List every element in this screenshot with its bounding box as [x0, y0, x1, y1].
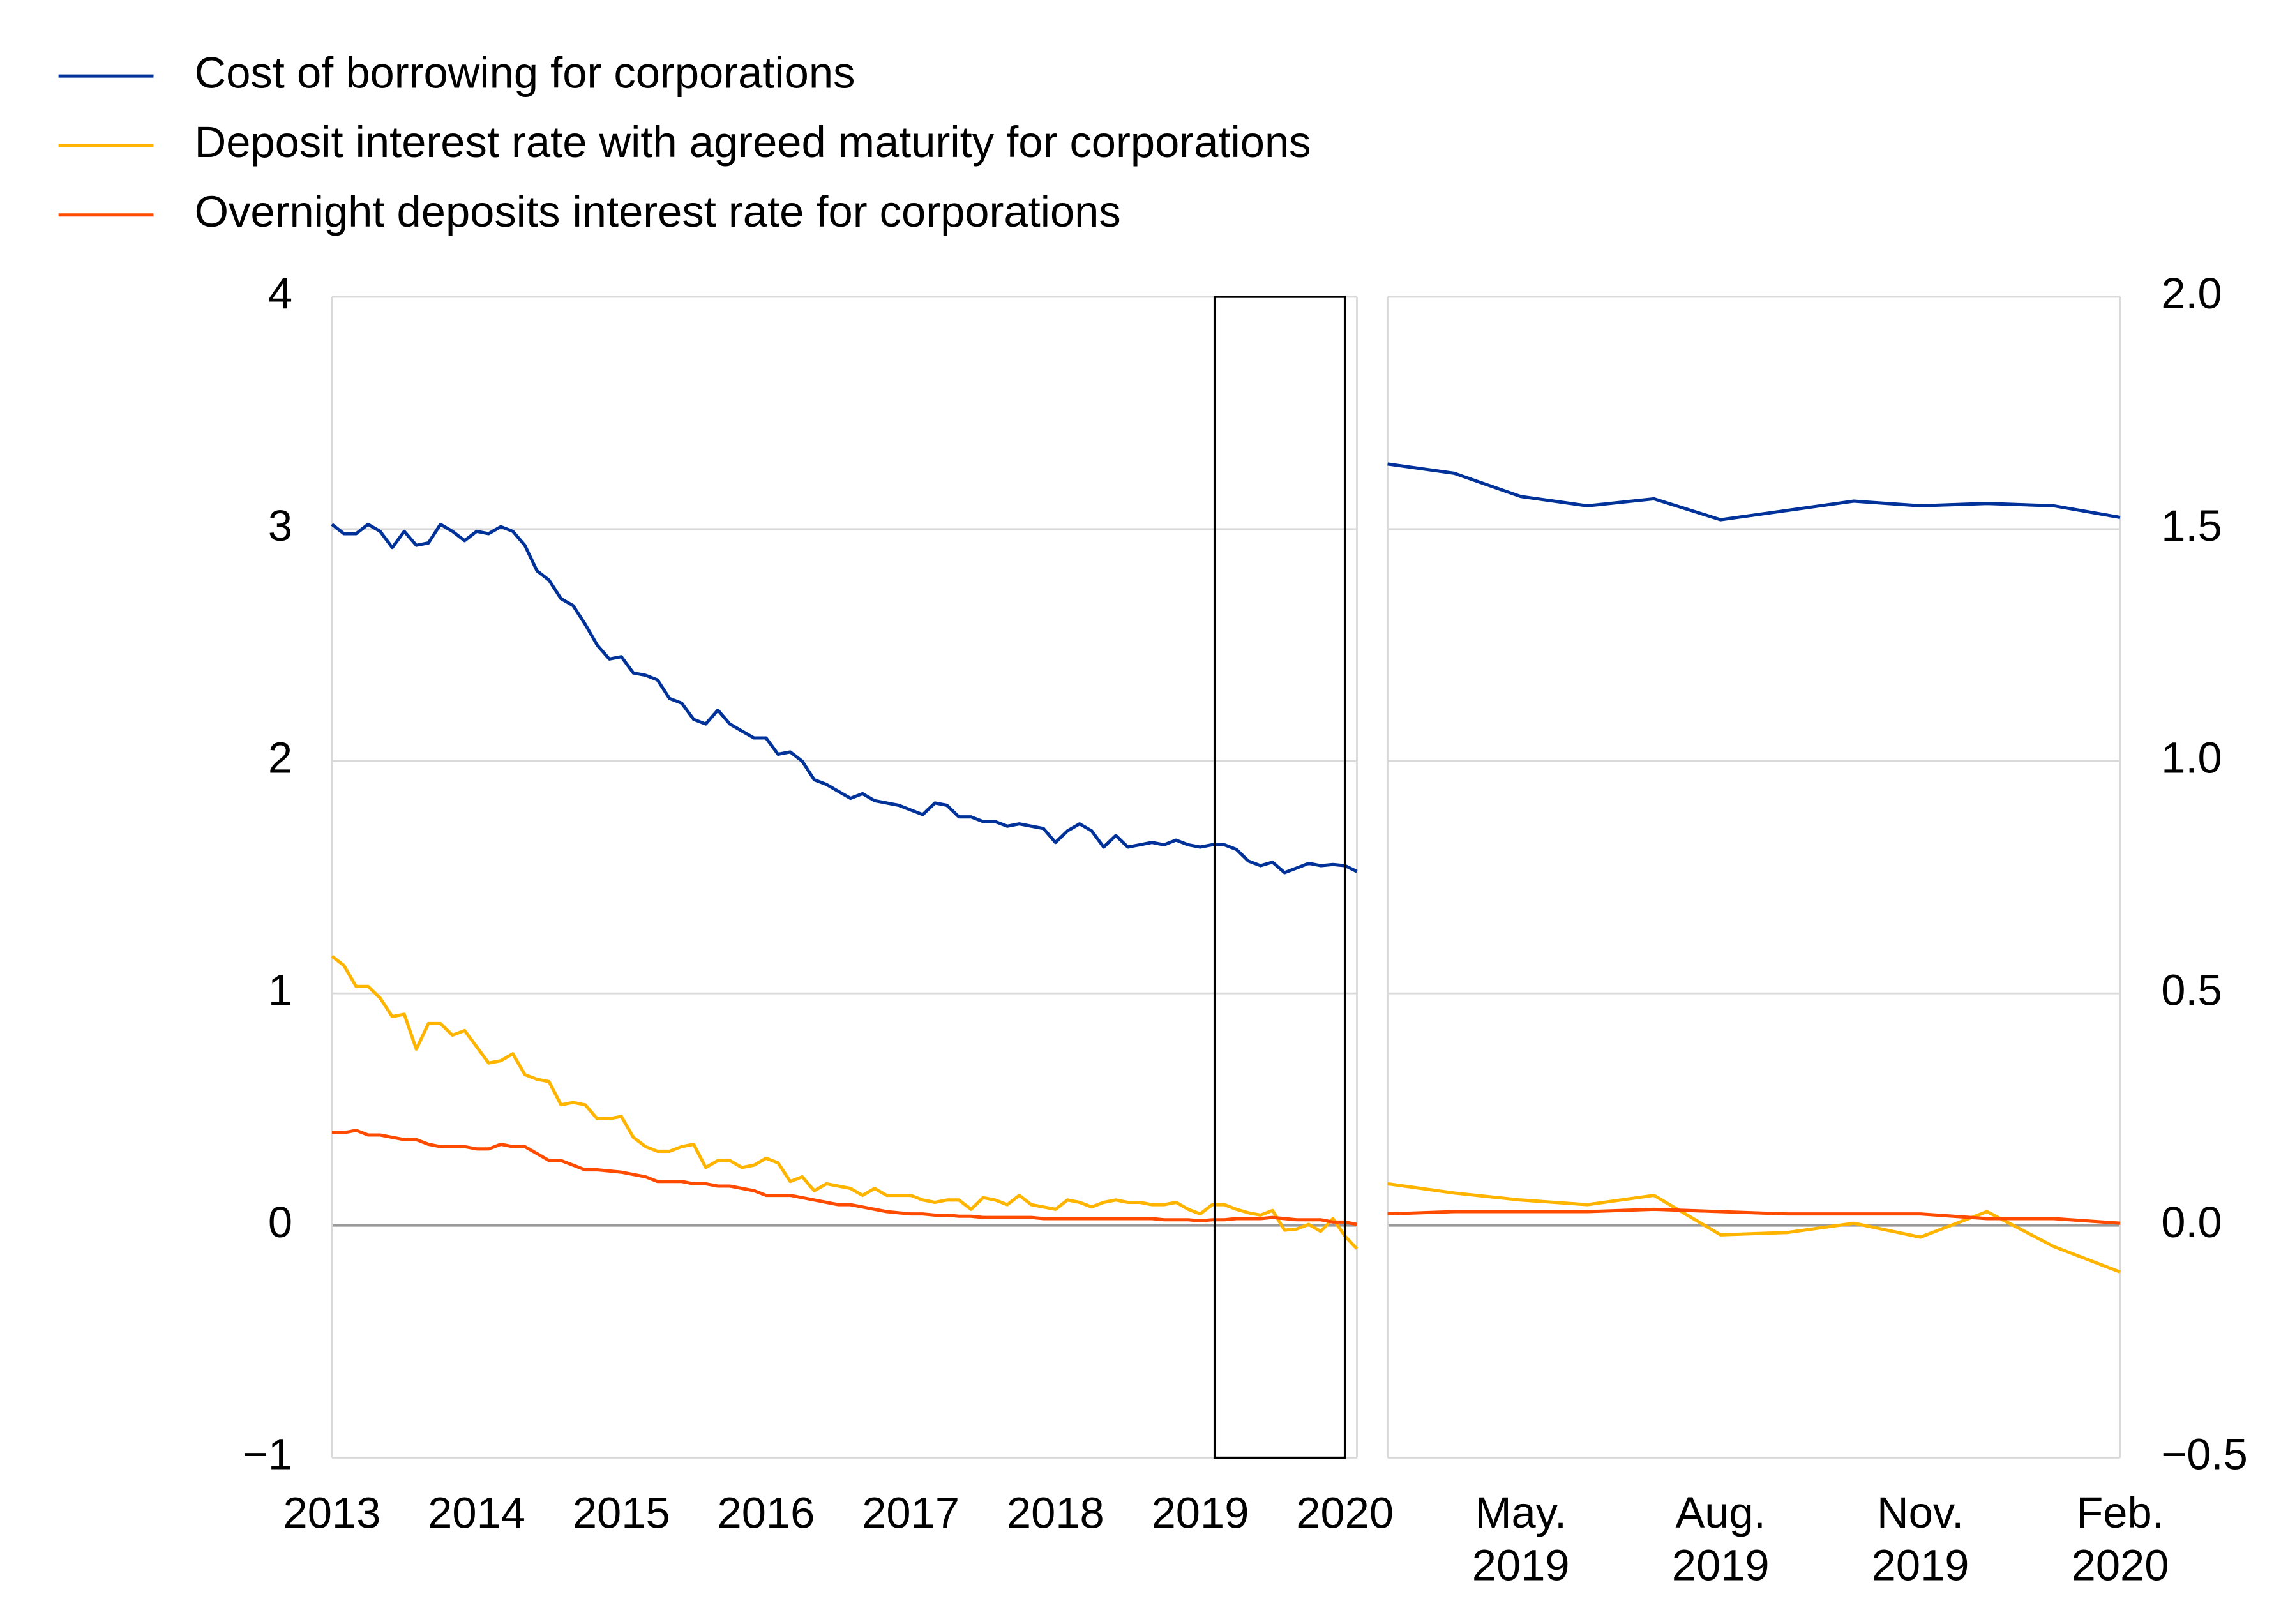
- series-line: [331, 522, 1358, 875]
- y-tick-label: 1: [268, 965, 292, 1014]
- y-tick-label: −1: [243, 1430, 292, 1479]
- x-tick-label: 2020: [1296, 1488, 1394, 1537]
- x-tick-label: 2015: [573, 1488, 670, 1537]
- y-tick-label: 0.5: [2161, 965, 2222, 1014]
- x-tick-label: 2013: [283, 1488, 380, 1537]
- series-line: [1387, 462, 2121, 522]
- x-tick-label: Aug. 2019: [1672, 1488, 1770, 1590]
- y-tick-label: 0.0: [2161, 1198, 2222, 1247]
- legend-label: Deposit interest rate with agreed maturi…: [195, 117, 1311, 167]
- series-line: [331, 954, 1359, 1250]
- y-tick-label: 2.0: [2161, 269, 2222, 318]
- series-line: [331, 1129, 1357, 1226]
- y-tick-label: −0.5: [2161, 1430, 2248, 1479]
- legend-label: Cost of borrowing for corporations: [195, 48, 855, 97]
- x-tick-label: 2019: [1152, 1488, 1249, 1537]
- y-tick-label: 0: [268, 1198, 292, 1247]
- y-tick-label: 1.5: [2161, 501, 2222, 550]
- x-tick-label: 2016: [718, 1488, 815, 1537]
- series-line: [1387, 1207, 2121, 1225]
- y-tick-label: 3: [268, 501, 292, 550]
- y-tick-label: 2: [268, 733, 292, 783]
- legend-label: Overnight deposits interest rate for cor…: [195, 187, 1121, 236]
- x-tick-label: May. 2019: [1472, 1488, 1570, 1590]
- y-tick-label: 1.0: [2161, 733, 2222, 783]
- y-tick-label: 4: [268, 269, 292, 318]
- series-line: [1387, 1182, 2121, 1274]
- x-tick-label: 2014: [428, 1488, 525, 1537]
- x-tick-label: 2018: [1007, 1488, 1104, 1537]
- x-tick-label: 2017: [862, 1488, 960, 1537]
- highlight-box: [1213, 296, 1346, 1459]
- x-tick-label: Feb. 2020: [2072, 1488, 2169, 1590]
- x-tick-label: Nov. 2019: [1872, 1488, 1969, 1590]
